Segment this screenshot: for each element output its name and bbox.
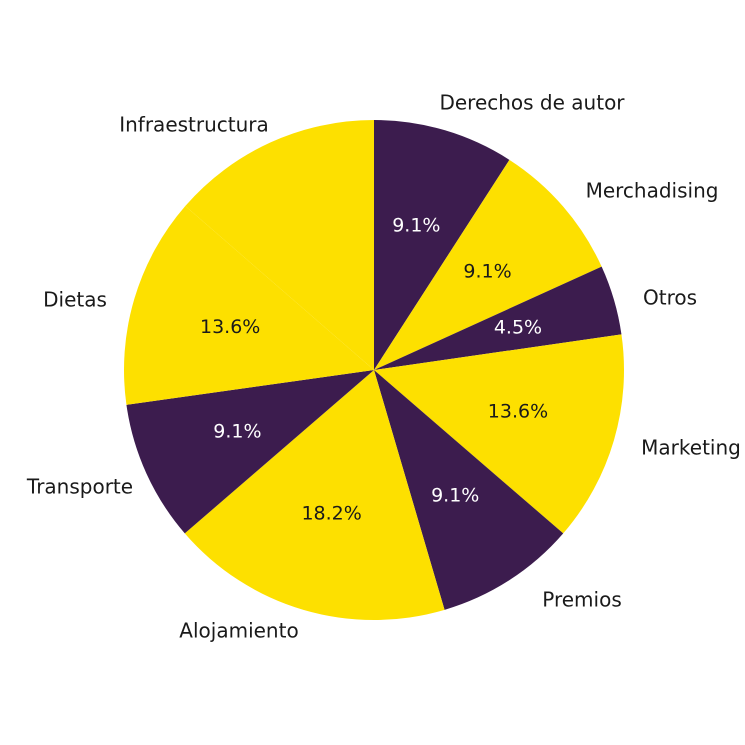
data-label-transporte: 9.1% xyxy=(213,421,261,443)
category-label-dietas: Dietas xyxy=(43,288,107,312)
pie-slice-alojamiento xyxy=(184,370,445,621)
category-label-otros: Otros xyxy=(643,286,697,310)
data-label-alojamiento: 18.2% xyxy=(301,502,361,524)
pie-slice-otros xyxy=(374,266,622,370)
pie-slice-derechos-de-autor xyxy=(374,120,510,370)
pie-slice-dietas xyxy=(124,206,375,405)
category-label-derechos-de-autor: Derechos de autor xyxy=(439,91,625,115)
pie-slices xyxy=(124,120,625,621)
pie-slice-infraestructura xyxy=(185,120,374,370)
category-label-infraestructura: Infraestructura xyxy=(119,113,269,137)
data-label-marketing: 13.6% xyxy=(488,401,548,423)
category-label-marketing: Marketing xyxy=(641,436,741,460)
category-labels: Derechos de autor Merchadising Otros Market… xyxy=(26,91,741,643)
category-label-transporte: Transporte xyxy=(26,475,133,499)
percent-labels: 9.1% 9.1% 4.5% 13.6% 9.1% 18.2% 9.1% 13.6% xyxy=(200,215,548,525)
data-label-merchadising: 9.1% xyxy=(463,260,511,282)
pie-slice-premios xyxy=(374,370,564,610)
pie-slice-marketing xyxy=(374,334,625,534)
data-label-dietas: 13.6% xyxy=(200,316,260,338)
category-label-alojamiento: Alojamiento xyxy=(179,619,298,643)
data-label-derechos-de-autor: 9.1% xyxy=(392,215,440,237)
pie-slice-transporte xyxy=(126,370,374,534)
data-label-premios: 9.1% xyxy=(431,485,479,507)
data-label-otros: 4.5% xyxy=(494,316,542,338)
category-label-premios: Premios xyxy=(542,588,622,612)
pie-slice-merchadising xyxy=(374,159,602,370)
category-label-merchadising: Merchadising xyxy=(586,179,719,203)
